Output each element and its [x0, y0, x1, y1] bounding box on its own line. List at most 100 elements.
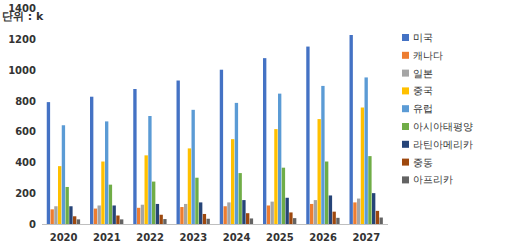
bar	[353, 202, 356, 224]
legend-swatch	[402, 176, 409, 183]
bar	[112, 205, 115, 224]
bar	[188, 148, 191, 224]
x-tick-label: 2020	[50, 232, 78, 243]
bar	[372, 193, 375, 224]
bar	[77, 219, 80, 224]
bar	[242, 200, 245, 224]
bar	[203, 214, 206, 224]
bar	[152, 182, 155, 224]
x-tick-label: 2022	[136, 232, 164, 243]
legend: 미국캐나다일본중국유럽아시아태평양라틴아메리카중동아프리카	[402, 32, 473, 185]
chart: 단위 : k0200400600800100012001400202020212…	[0, 0, 513, 248]
bar	[220, 70, 223, 224]
legend-label: 미국	[413, 32, 433, 43]
bar	[65, 187, 68, 224]
bar	[278, 94, 281, 224]
bar	[361, 108, 364, 224]
bar	[325, 162, 328, 224]
x-tick-label: 2024	[223, 232, 251, 243]
bar	[314, 200, 317, 224]
bar	[105, 121, 108, 224]
legend-label: 유럽	[413, 103, 433, 114]
bar	[321, 86, 324, 224]
bar	[47, 102, 50, 224]
bar	[90, 97, 93, 224]
bar	[250, 218, 253, 224]
bar	[231, 139, 234, 224]
bar	[285, 198, 288, 224]
bar	[306, 47, 309, 224]
bar	[235, 103, 238, 224]
x-tick-label: 2025	[266, 232, 294, 243]
y-tick-label: 800	[15, 96, 36, 107]
bar	[195, 178, 198, 224]
x-tick-label: 2026	[309, 232, 337, 243]
bar	[180, 207, 183, 224]
bar	[282, 168, 285, 224]
bars	[47, 35, 383, 224]
bar	[73, 216, 76, 224]
bar	[98, 205, 101, 224]
bar	[69, 206, 72, 224]
bar	[94, 209, 97, 224]
legend-swatch	[402, 34, 409, 41]
bar	[224, 206, 227, 224]
bar	[365, 77, 368, 224]
bar	[263, 58, 266, 224]
legend-swatch	[402, 70, 409, 77]
bar	[192, 110, 195, 224]
bar	[267, 205, 270, 224]
legend-label: 일본	[413, 68, 433, 79]
bar	[62, 125, 65, 224]
bar	[379, 218, 382, 224]
legend-swatch	[402, 87, 409, 94]
bar	[293, 218, 296, 224]
y-tick	[39, 193, 42, 194]
bar	[271, 202, 274, 224]
bar	[318, 119, 321, 224]
bar	[51, 209, 54, 224]
bar	[206, 219, 209, 224]
bar	[199, 202, 202, 224]
bar	[141, 205, 144, 224]
bar	[368, 156, 371, 224]
legend-swatch	[402, 123, 409, 130]
bar	[156, 204, 159, 224]
bar	[289, 212, 292, 224]
legend-label: 캐나다	[413, 50, 443, 61]
bar	[177, 81, 180, 224]
y-tick	[39, 8, 42, 9]
bar	[109, 185, 112, 224]
legend-label: 라틴아메리카	[413, 139, 473, 150]
bar	[227, 202, 230, 224]
bar	[145, 155, 148, 224]
bar	[357, 199, 360, 224]
legend-label: 아시아태평양	[413, 121, 473, 132]
y-tick	[39, 131, 42, 132]
y-tick	[39, 224, 42, 225]
bar	[274, 129, 277, 224]
bar	[163, 219, 166, 224]
y-tick-label: 0	[29, 219, 36, 230]
y-tick-label: 400	[15, 157, 36, 168]
bar	[54, 206, 57, 224]
bar	[159, 215, 162, 224]
y-tick	[39, 38, 42, 39]
x-axis	[42, 224, 388, 225]
y-tick-label: 1200	[8, 34, 36, 45]
bar	[246, 213, 249, 224]
bar	[336, 218, 339, 224]
bar	[133, 89, 136, 224]
y-tick	[39, 69, 42, 70]
bar	[137, 208, 140, 224]
legend-swatch	[402, 141, 409, 148]
bar	[238, 173, 241, 224]
legend-label: 중국	[413, 85, 433, 96]
y-tick-label: 1400	[8, 3, 36, 14]
y-tick	[39, 100, 42, 101]
bar	[58, 166, 61, 224]
bar	[332, 212, 335, 224]
y-tick	[39, 162, 42, 163]
y-tick-label: 200	[15, 188, 36, 199]
legend-label: 중동	[413, 157, 433, 168]
